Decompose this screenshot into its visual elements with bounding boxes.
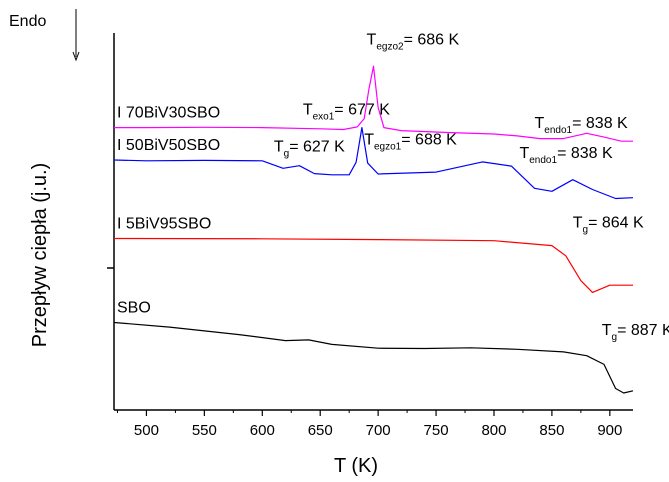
- annotation-label: Tg= 864 K: [573, 215, 644, 236]
- annotation-label: Tg= 887 K: [602, 322, 669, 343]
- x-tick-label: 500: [134, 422, 159, 439]
- annotation-label: Tegzo2= 686 K: [367, 32, 460, 53]
- series-label: I 70BiV30SBO: [117, 105, 220, 122]
- y-axis-title: Przepływ ciepła (j.u.): [29, 163, 51, 348]
- annotation-label: Tegzo1= 688 K: [364, 132, 457, 153]
- curve-labels: I 70BiV30SBO I 50BiV50SBO I 5BiV95SBO SBO: [117, 105, 220, 317]
- x-tick-label: 700: [366, 422, 391, 439]
- x-tick-label: 850: [539, 422, 564, 439]
- series-line: [113, 126, 634, 200]
- series-label: I 50BiV50SBO: [117, 137, 220, 154]
- series-label: SBO: [117, 300, 151, 317]
- annotation-label: Tendo1= 838 K: [535, 115, 629, 136]
- endo-direction-label: Endo: [9, 13, 46, 30]
- series-line: [113, 237, 633, 293]
- series-layer: [113, 65, 634, 394]
- x-tick-label: 900: [597, 422, 622, 439]
- x-tick-label: 600: [250, 422, 275, 439]
- series-line: [114, 65, 633, 142]
- series-line: [113, 321, 634, 394]
- x-axis-title: T (K): [334, 455, 378, 477]
- annotation-label: Texo1= 677 K: [303, 101, 390, 122]
- plot-area: 500 550 600 650 700 750 800 850 900 I 70BiV30SBO…: [107, 32, 669, 439]
- endo-arrow-icon: [72, 9, 80, 62]
- annotation-label: Tg= 627 K: [274, 138, 345, 159]
- annotation-label: Tendo1= 838 K: [519, 145, 613, 166]
- x-tick-label: 750: [424, 422, 449, 439]
- x-tick-label: 650: [308, 422, 333, 439]
- x-tick-label: 800: [481, 422, 506, 439]
- annotations: Texo1= 677 K Tegzo2= 686 K Tendo1= 838 K Tg…: [274, 32, 669, 343]
- x-ticks: 500 550 600 650 700 750 800 850 900: [116, 410, 622, 439]
- series-label: I 5BiV95SBO: [117, 215, 211, 232]
- x-tick-label: 550: [192, 422, 217, 439]
